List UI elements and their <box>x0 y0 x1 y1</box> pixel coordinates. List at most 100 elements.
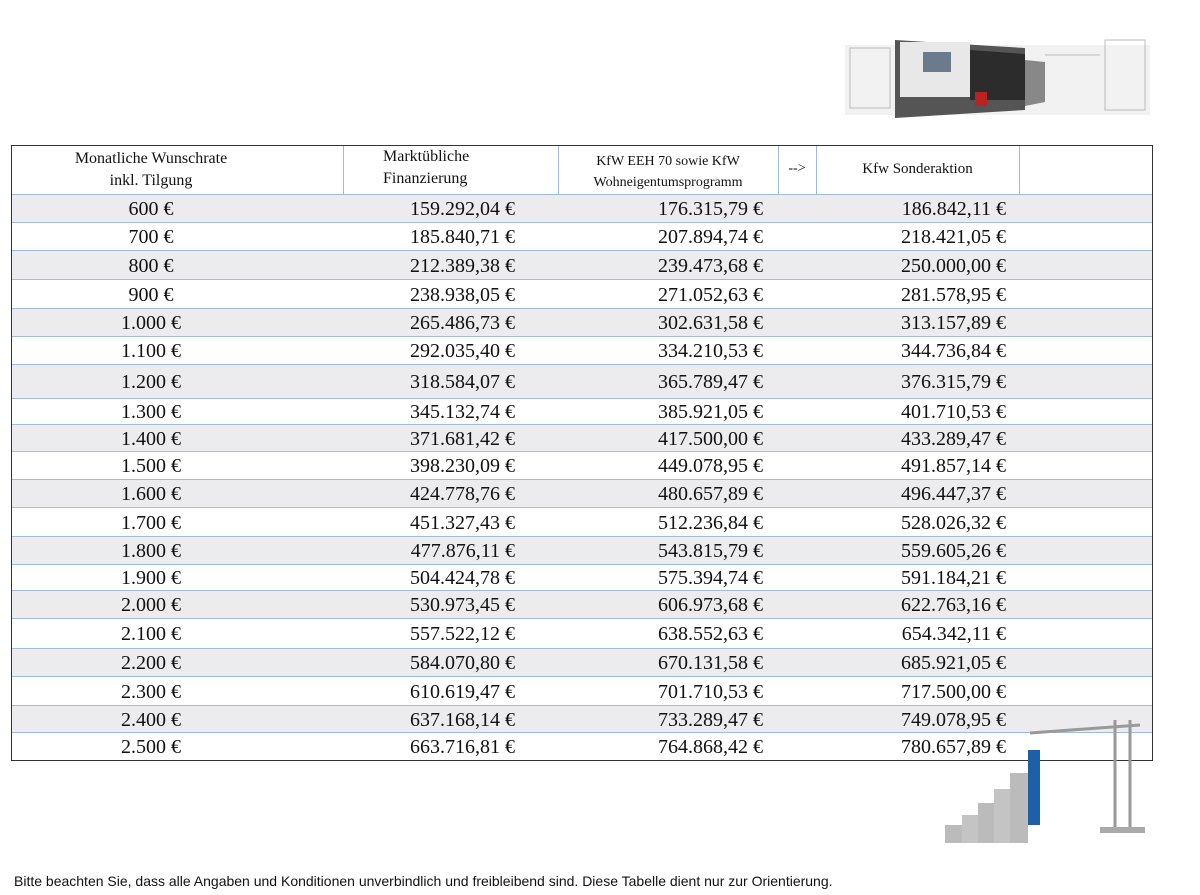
table-cell: 584.070,80 € <box>410 652 515 674</box>
table-cell: 557.522,12 € <box>410 623 515 645</box>
table-cell: 334.210,53 € <box>658 340 763 362</box>
table-cell: 1.100 € <box>121 340 181 362</box>
table-cell: 417.500,00 € <box>658 427 763 450</box>
table-cell: 663.716,81 € <box>410 736 515 758</box>
table-cell: 764.868,42 € <box>658 736 763 758</box>
table-cell: 401.710,53 € <box>901 401 1006 423</box>
table-cell: 1.300 € <box>121 401 181 423</box>
table-cell: 575.394,74 € <box>658 567 763 589</box>
table-cell: 591.184,21 € <box>901 567 1006 589</box>
header-cell: Kfw Sonderaktion <box>862 161 973 177</box>
table-row <box>12 705 1152 732</box>
header-cell: Monatliche Wunschrate inkl. Tilgung <box>74 150 228 189</box>
table-cell: 670.131,58 € <box>658 652 763 674</box>
table-cell: 2.000 € <box>121 594 181 616</box>
table-row <box>12 222 1152 250</box>
table-cell: 371.681,42 € <box>410 427 515 450</box>
table-cell: 700 € <box>128 226 174 248</box>
table-row <box>12 732 1152 760</box>
table-cell: 433.289,47 € <box>901 427 1006 450</box>
table-cell: 345.132,74 € <box>410 401 515 423</box>
table-cell: 491.857,14 € <box>901 455 1006 477</box>
table-cell: 218.421,05 € <box>901 226 1006 248</box>
table-cell: 238.938,05 € <box>410 283 515 306</box>
table-cell: 2.200 € <box>121 652 181 674</box>
table-cell: 271.052,63 € <box>658 283 763 306</box>
table-cell: 1.400 € <box>121 427 181 450</box>
table-row <box>12 676 1152 705</box>
table-cell: 2.400 € <box>121 708 181 731</box>
table <box>11 145 1153 761</box>
table-cell: 2.300 € <box>121 680 181 703</box>
table-row <box>12 336 1152 364</box>
table-cell: 900 € <box>128 283 174 306</box>
table-cell: 480.657,89 € <box>658 483 763 505</box>
table-cell: 239.473,68 € <box>658 254 763 277</box>
table-cell: 637.168,14 € <box>410 708 515 731</box>
footer-note: Bitte beachten Sie, dass alle Angaben un… <box>14 873 833 889</box>
table-cell: 512.236,84 € <box>658 511 763 534</box>
table-cell: 733.289,47 € <box>658 708 763 731</box>
table-row <box>12 648 1152 676</box>
table-cell: 610.619,47 € <box>410 680 515 703</box>
table-cell: 528.026,32 € <box>901 511 1006 534</box>
table-cell: 281.578,95 € <box>901 283 1006 306</box>
table-cell: 398.230,09 € <box>410 455 515 477</box>
table-cell: 543.815,79 € <box>658 540 763 562</box>
table-row <box>12 308 1152 336</box>
crane-chart-image <box>945 720 1145 843</box>
table-cell: 365.789,47 € <box>658 371 763 393</box>
table-cell: 344.736,84 € <box>901 340 1006 362</box>
table-row <box>12 279 1152 308</box>
table-row <box>12 590 1152 618</box>
table-cell: 1.000 € <box>121 312 181 334</box>
table-row <box>12 507 1152 536</box>
table-cell: 638.552,63 € <box>658 623 763 645</box>
table-row <box>12 194 1152 222</box>
table-cell: 186.842,11 € <box>901 198 1006 220</box>
table-cell: 424.778,76 € <box>410 483 515 505</box>
table-row <box>12 398 1152 424</box>
table-cell: 606.973,68 € <box>658 594 763 616</box>
table-cell: 530.973,45 € <box>410 594 515 616</box>
table-cell: 176.315,79 € <box>658 198 763 220</box>
table-cell: 1.900 € <box>121 567 181 589</box>
house-image <box>845 39 1150 118</box>
table-cell: 318.584,07 € <box>410 371 515 393</box>
table-cell: 654.342,11 € <box>901 623 1006 645</box>
table-cell: 1.500 € <box>121 455 181 477</box>
table-cell: 1.800 € <box>121 540 181 562</box>
table-cell: 265.486,73 € <box>410 312 515 334</box>
table-cell: 385.921,05 € <box>658 401 763 423</box>
table-cell: 2.500 € <box>121 736 181 758</box>
table-cell: 207.894,74 € <box>658 226 763 248</box>
table-cell: 749.078,95 € <box>901 708 1006 731</box>
table-cell: 600 € <box>128 198 174 220</box>
table-cell: 185.840,71 € <box>410 226 515 248</box>
header-cell: KfW EEH 70 sowie KfW Wohneigentumsprogra… <box>593 154 743 190</box>
table-cell: 504.424,78 € <box>410 567 515 589</box>
table-cell: 622.763,16 € <box>901 594 1006 616</box>
table-cell: 685.921,05 € <box>901 652 1006 674</box>
table-cell: 212.389,38 € <box>410 254 515 277</box>
table-cell: 449.078,95 € <box>658 455 763 477</box>
table-cell: 496.447,37 € <box>901 483 1006 505</box>
table-cell: 292.035,40 € <box>410 340 515 362</box>
table-row <box>12 479 1152 507</box>
header-cell: Marktübliche Finanzierung <box>383 148 470 187</box>
table-cell: 717.500,00 € <box>901 680 1006 703</box>
table-cell: 477.876,11 € <box>410 540 515 562</box>
table-row <box>12 250 1152 279</box>
table-cell: 780.657,89 € <box>901 736 1006 758</box>
header-cell: --> <box>788 161 806 176</box>
table-row <box>12 564 1152 590</box>
table-cell: 451.327,43 € <box>410 511 515 534</box>
table-cell: 250.000,00 € <box>901 254 1006 277</box>
table-cell: 376.315,79 € <box>901 371 1006 393</box>
table-cell: 302.631,58 € <box>658 312 763 334</box>
table-cell: 159.292,04 € <box>410 198 515 220</box>
table-row <box>12 451 1152 479</box>
table-cell: 701.710,53 € <box>658 680 763 703</box>
table-cell: 800 € <box>128 254 174 277</box>
